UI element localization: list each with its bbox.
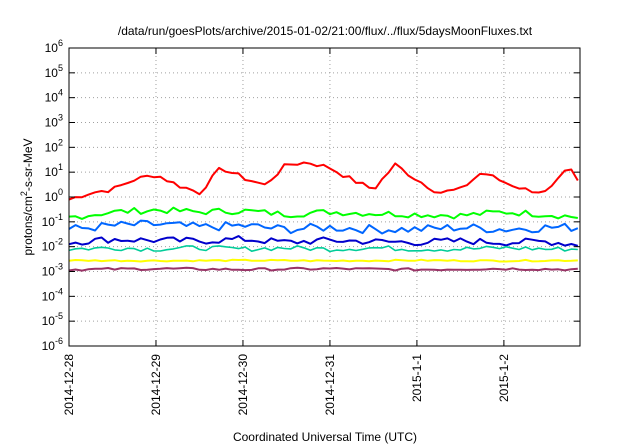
- x-axis-label: Coordinated Universal Time (UTC): [233, 430, 417, 444]
- y-tick-label: 101: [45, 162, 63, 179]
- y-tick-label: 106: [45, 38, 63, 55]
- x-tick-label: 2014-12-31: [323, 354, 337, 416]
- y-tick-label: 103: [45, 113, 63, 130]
- y-axis-label: protons/cm2-s-sr-MeV: [19, 138, 35, 255]
- y-tick-label: 100: [45, 187, 63, 204]
- series-line: [68, 161, 579, 201]
- series-line: [68, 266, 578, 272]
- series-line: [68, 258, 578, 263]
- y-tick-label: 102: [45, 137, 63, 154]
- x-tick-label: 2014-12-28: [62, 354, 76, 416]
- series-line: [68, 219, 579, 235]
- x-tick-label: 2014-12-30: [236, 354, 250, 416]
- series-line: [68, 235, 579, 247]
- series-line: [68, 206, 578, 220]
- x-tick-label: 2014-12-29: [149, 354, 163, 416]
- x-axis: 2014-12-28 2014-12-29 2014-12-30 2014-12-31…: [62, 354, 511, 416]
- x-tick-label: 2015-1-2: [497, 354, 511, 402]
- y-tick-label: 10-4: [42, 286, 63, 303]
- y-tick-label: 10-5: [42, 311, 63, 328]
- y-tick-label: 10-6: [42, 336, 63, 353]
- y-tick-label: 104: [45, 88, 63, 105]
- chart-title: /data/run/goesPlots/archive/2015-01-02/2…: [118, 24, 533, 38]
- series-group: [68, 161, 579, 272]
- series-line: [68, 245, 578, 253]
- x-tick-label: 2015-1-1: [410, 354, 424, 402]
- y-axis: 10-6 10-5 10-4 10-3 10-2 10-1 100 101 102 103 104 1…: [42, 38, 63, 353]
- axis-ticks: [68, 47, 580, 347]
- grid: [68, 48, 580, 346]
- y-tick-label: 10-3: [42, 262, 63, 279]
- y-tick-label: 10-1: [42, 212, 63, 229]
- y-tick-label: 105: [45, 63, 63, 80]
- y-tick-label: 10-2: [42, 237, 63, 254]
